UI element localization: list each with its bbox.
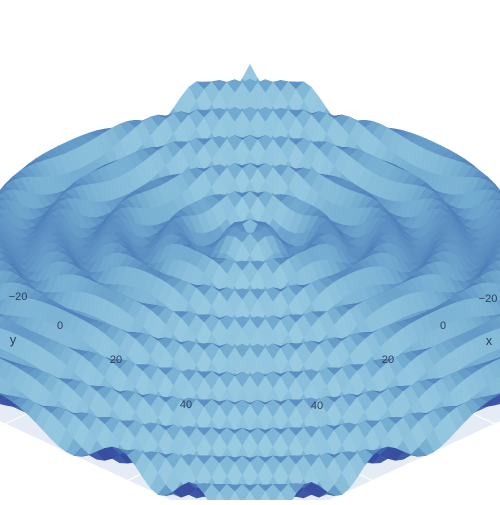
x-tick-label: 0 [440,320,446,332]
y-tick-label: 0 [57,320,63,332]
y-tick-label: −20 [9,291,28,303]
y-tick-label: 20 [110,354,122,366]
y-axis-title: y [10,332,17,347]
x-axis-title: x [486,333,493,348]
x-tick-label: 40 [311,400,323,412]
x-tick-label: 20 [382,354,394,366]
x-tick-label: −20 [479,293,498,305]
y-tick-label: 40 [180,399,192,411]
surface-mesh[interactable] [0,65,500,501]
